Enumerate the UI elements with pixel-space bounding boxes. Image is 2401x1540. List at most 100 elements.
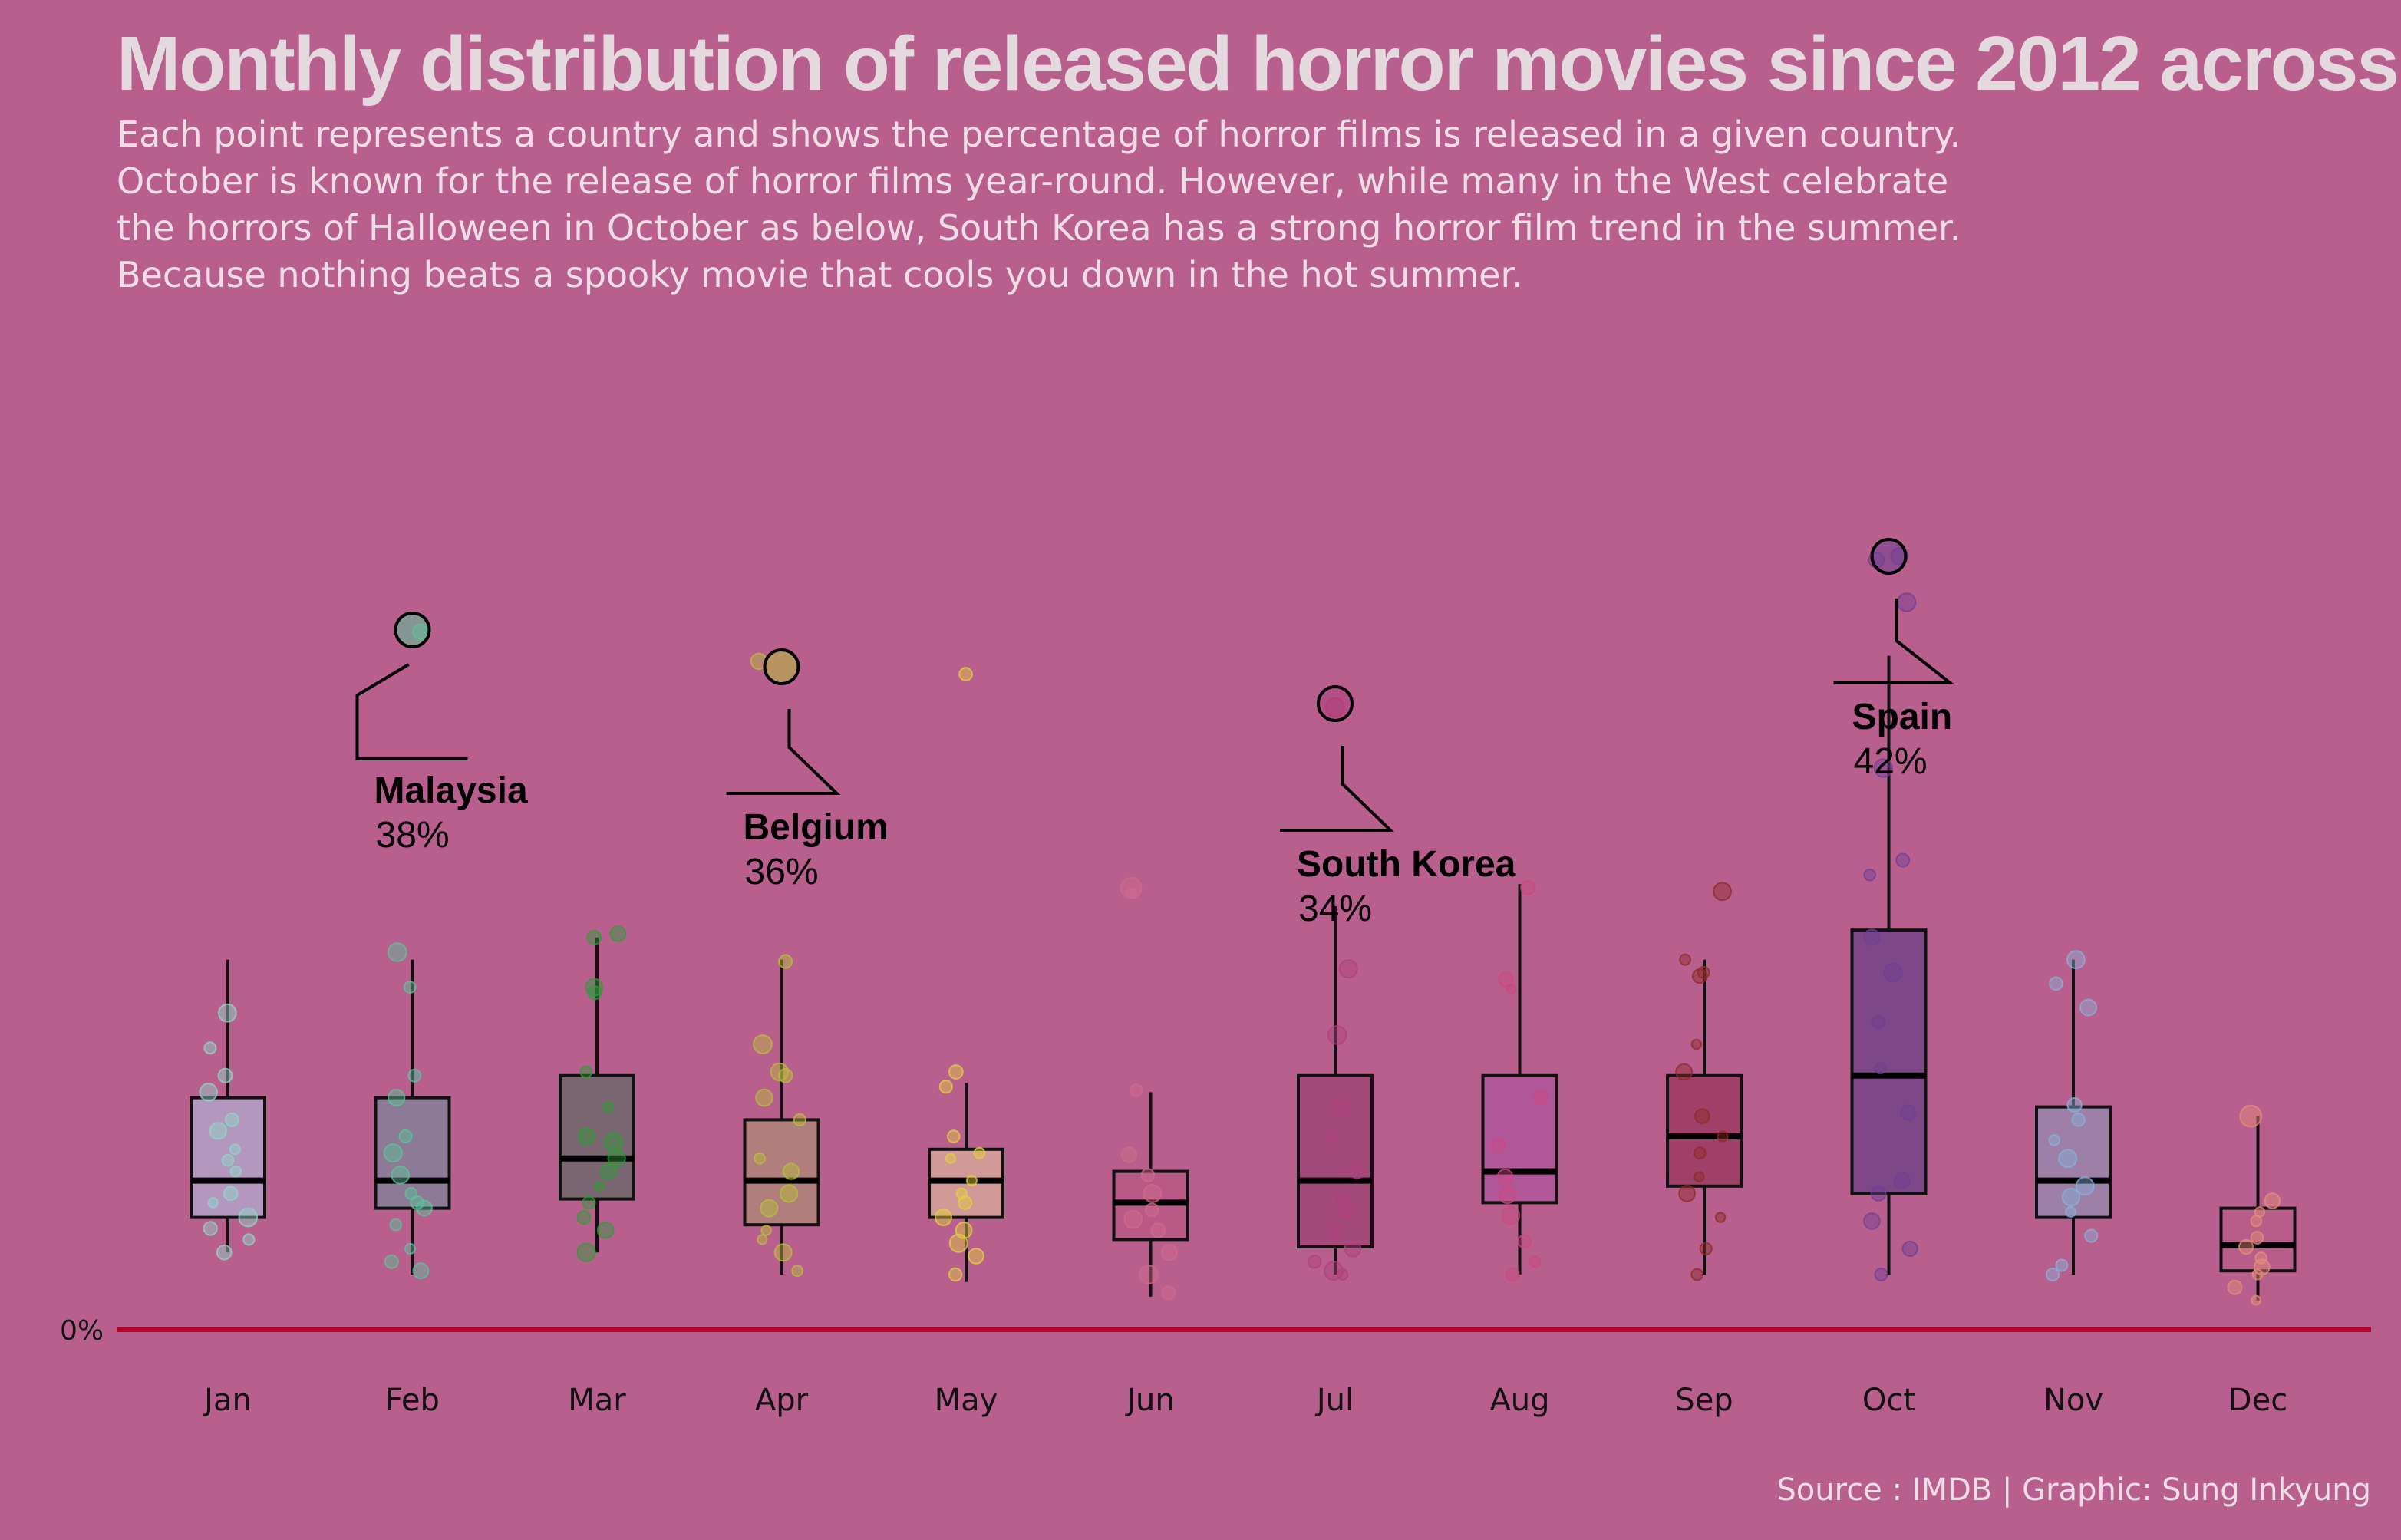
data-point: [2251, 1294, 2261, 1306]
data-point: [760, 1199, 779, 1218]
data-point: [577, 1127, 595, 1146]
data-point: [947, 1129, 961, 1143]
data-point: [1327, 1222, 1343, 1238]
data-point: [594, 1180, 605, 1192]
data-point: [1120, 1146, 1137, 1163]
data-point: [603, 1132, 624, 1152]
data-point: [1336, 1268, 1349, 1281]
baseline-group: 0%: [60, 1315, 2371, 1347]
data-point: [757, 1234, 768, 1245]
data-point: [607, 1149, 626, 1169]
leader-line: [1280, 746, 1394, 832]
box-oct: [1850, 655, 1928, 1275]
data-point: [1863, 928, 1881, 947]
data-point: [1344, 1240, 1362, 1258]
box-jan: [190, 959, 266, 1253]
data-point: [1338, 959, 1358, 979]
data-point: [2079, 998, 2098, 1017]
data-point: [1144, 1202, 1159, 1218]
data-point: [412, 1262, 430, 1280]
data-point: [217, 1067, 233, 1083]
data-point: [223, 1186, 239, 1202]
points-aug: [1491, 880, 1549, 1282]
data-point: [779, 1184, 799, 1203]
data-point: [203, 1041, 217, 1055]
data-point: [389, 1218, 403, 1232]
data-point: [2227, 1279, 2243, 1295]
data-point: [753, 1034, 773, 1054]
data-point: [1139, 1265, 1159, 1284]
data-point: [1675, 1063, 1694, 1081]
data-point: [948, 1064, 964, 1080]
points-layer: [199, 547, 2281, 1306]
box-may: [928, 1083, 1004, 1282]
data-point: [945, 1153, 956, 1164]
data-point: [1874, 1268, 1888, 1281]
x-tick-label: Apr: [755, 1383, 809, 1418]
data-point: [2066, 950, 2086, 969]
data-point: [1140, 1168, 1156, 1182]
leader-line: [1833, 599, 1955, 684]
points-jun: [1120, 876, 1179, 1301]
data-point: [403, 981, 417, 994]
data-point: [1143, 1184, 1163, 1203]
data-point: [221, 1153, 235, 1167]
data-point: [388, 1089, 406, 1107]
data-point: [2049, 976, 2063, 991]
iqr-box: [1297, 1073, 1374, 1249]
data-point: [1895, 852, 1911, 868]
data-point: [1506, 983, 1517, 995]
data-point: [965, 1175, 978, 1187]
iqr-box: [559, 1073, 635, 1201]
data-point: [1520, 880, 1536, 895]
data-point: [1337, 1201, 1356, 1219]
data-point: [1690, 1268, 1704, 1281]
data-point: [1713, 882, 1733, 902]
data-point: [229, 1165, 242, 1178]
data-point: [576, 1210, 592, 1225]
data-point: [754, 1152, 766, 1165]
data-point: [207, 1197, 219, 1209]
annotation-value-label: 34%: [1298, 889, 1372, 929]
data-point: [1863, 868, 1876, 882]
boxes-layer: [190, 655, 2297, 1301]
data-point: [585, 978, 604, 997]
data-point: [2046, 1267, 2060, 1282]
data-point: [383, 1143, 403, 1163]
annotation-country-label: South Korea: [1297, 844, 1516, 885]
data-point: [579, 1065, 593, 1079]
x-tick-label: Mar: [568, 1383, 626, 1418]
data-point: [600, 1162, 617, 1180]
data-point: [1326, 1130, 1338, 1143]
data-point: [609, 925, 627, 942]
data-point: [1161, 1285, 1176, 1301]
data-point: [948, 1233, 968, 1253]
data-point: [1692, 968, 1708, 984]
x-tick-label: Aug: [1489, 1383, 1549, 1418]
data-point: [404, 1242, 416, 1255]
data-point: [1334, 1193, 1350, 1209]
data-point: [2065, 1205, 2076, 1218]
data-point: [2239, 1104, 2263, 1128]
iqr-box: [374, 1096, 451, 1210]
data-point: [1517, 1234, 1532, 1249]
data-point: [2250, 1215, 2263, 1228]
data-point: [582, 1195, 596, 1210]
data-point: [1533, 1090, 1549, 1106]
data-point: [1496, 1168, 1514, 1186]
data-point: [2058, 1149, 2078, 1169]
data-point: [1307, 1255, 1322, 1269]
data-point: [229, 1143, 241, 1156]
data-point: [778, 954, 793, 969]
data-point: [602, 1100, 615, 1113]
iqr-box: [1850, 928, 1928, 1195]
data-point: [938, 1080, 953, 1094]
data-point: [407, 1068, 422, 1083]
source-caption: Source : IMDB | Graphic: Sung Inkyung: [1776, 1472, 2371, 1508]
x-axis-tick-labels: Jan Feb Mar Apr May Jun Jul Aug Sep Oct Nov Dec: [202, 1383, 2287, 1418]
iqr-box: [743, 1118, 820, 1227]
